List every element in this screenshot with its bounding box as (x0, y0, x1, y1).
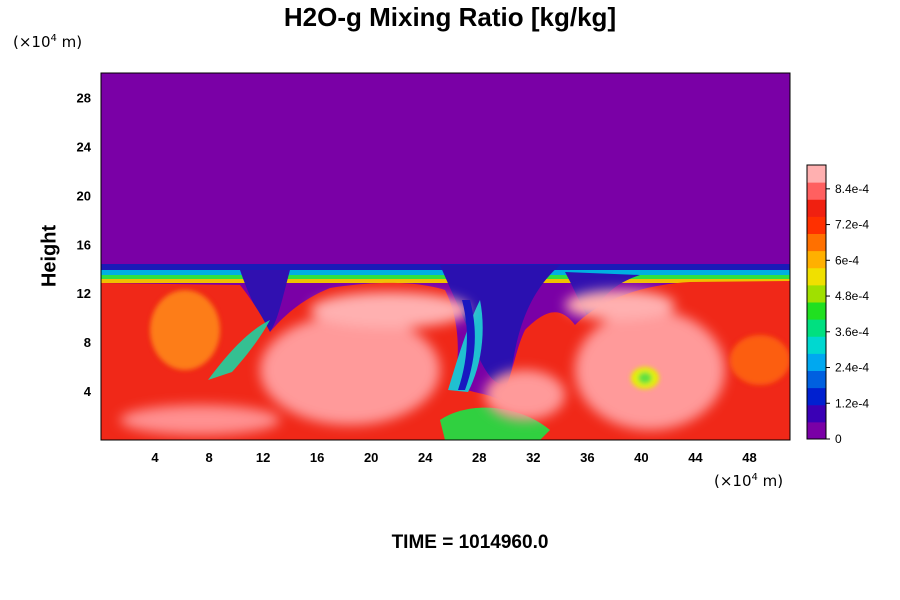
x-tick-label: 12 (256, 450, 270, 465)
y-axis-label: Height (38, 225, 60, 288)
x-unit-suffix: m) (757, 472, 784, 490)
x-tick-label: 44 (688, 450, 703, 465)
colorbar-band (807, 421, 826, 440)
y-tick-label: 12 (77, 286, 91, 301)
x-tick-label: 16 (310, 450, 324, 465)
x-tick-label: 8 (205, 450, 212, 465)
x-tick-label: 4 (151, 450, 159, 465)
swirl-bottom (120, 405, 280, 435)
x-tick-label: 36 (580, 450, 594, 465)
x-tick-label: 40 (634, 450, 648, 465)
x-tick-label: 24 (418, 450, 433, 465)
eddy-core-inner (638, 372, 652, 384)
colorbar-tick-label: 7.2e-4 (835, 218, 869, 232)
colorbar-band (807, 353, 826, 371)
y-tick-label: 20 (77, 188, 91, 203)
colorbar-frame (806, 164, 827, 440)
orange-streak-right (730, 335, 790, 385)
colorbar: 0 1.2e-4 2.4e-4 3.6e-4 4.8e-4 6e-4 7.2e-4 8.4e-… (806, 164, 869, 446)
transition-band-yellow (101, 279, 790, 283)
orange-streak-left (150, 290, 220, 370)
dry-spine (458, 300, 475, 390)
swirl-top-right (565, 290, 675, 320)
colorbar-tick-label: 3.6e-4 (835, 325, 869, 339)
colorbar-band (807, 233, 826, 252)
time-label: TIME = 1014960.0 (391, 532, 549, 553)
colorbar-tick-label: 1.2e-4 (835, 396, 869, 410)
colorbar-band (807, 302, 826, 320)
colorbar-band (807, 165, 826, 183)
x-ticks: 4 8 12 16 20 24 28 32 36 40 44 48 (151, 450, 756, 465)
colorbar-band (807, 267, 826, 286)
x-tick-label: 20 (364, 450, 378, 465)
colorbar-band (807, 182, 826, 200)
y-unit-exponent: 4 (50, 33, 57, 44)
y-ticks: 4 8 12 16 20 24 28 (77, 90, 92, 399)
colorbar-band (807, 216, 826, 234)
swirl-mid (485, 370, 565, 420)
colorbar-band (807, 387, 826, 406)
y-tick-label: 4 (84, 384, 92, 399)
colorbar-band (807, 336, 826, 354)
plume-edge-left (208, 320, 270, 380)
colorbar-tick-label: 0 (835, 432, 842, 446)
y-tick-label: 24 (77, 139, 92, 154)
swirl-top-left (310, 292, 470, 328)
y-tick-label: 28 (77, 90, 91, 105)
colorbar-band (807, 370, 826, 389)
dry-tongue-left (240, 270, 290, 332)
y-unit-prefix: (×10 (13, 33, 51, 51)
plot-frame (100, 72, 791, 441)
x-tick-label: 28 (472, 450, 486, 465)
x-axis-unit: (×104 m) (714, 472, 783, 490)
colorbar-tick-label: 2.4e-4 (835, 361, 869, 375)
colorbar-band (807, 199, 826, 217)
y-tick-label: 8 (84, 335, 91, 350)
x-unit-exponent: 4 (751, 472, 758, 483)
x-tick-label: 32 (526, 450, 540, 465)
colorbar-band (807, 319, 826, 337)
plot-area (101, 73, 790, 440)
colorbar-band (807, 250, 826, 269)
x-unit-prefix: (×10 (714, 472, 752, 490)
colorbar-tick-label: 6e-4 (835, 253, 859, 267)
dry-tongue-center (440, 265, 560, 384)
chart-title: H2O-g Mixing Ratio [kg/kg] (283, 2, 617, 32)
x-tick-label: 48 (742, 450, 756, 465)
y-unit-suffix: m) (56, 33, 83, 51)
colorbar-band (807, 284, 826, 303)
swirl-left (260, 315, 440, 425)
y-axis-unit: (×104 m) (13, 33, 82, 51)
colorbar-band (807, 404, 826, 423)
colorbar-tick-label: 4.8e-4 (835, 289, 869, 303)
y-tick-label: 16 (77, 237, 91, 252)
colorbar-tick-label: 8.4e-4 (835, 182, 869, 196)
